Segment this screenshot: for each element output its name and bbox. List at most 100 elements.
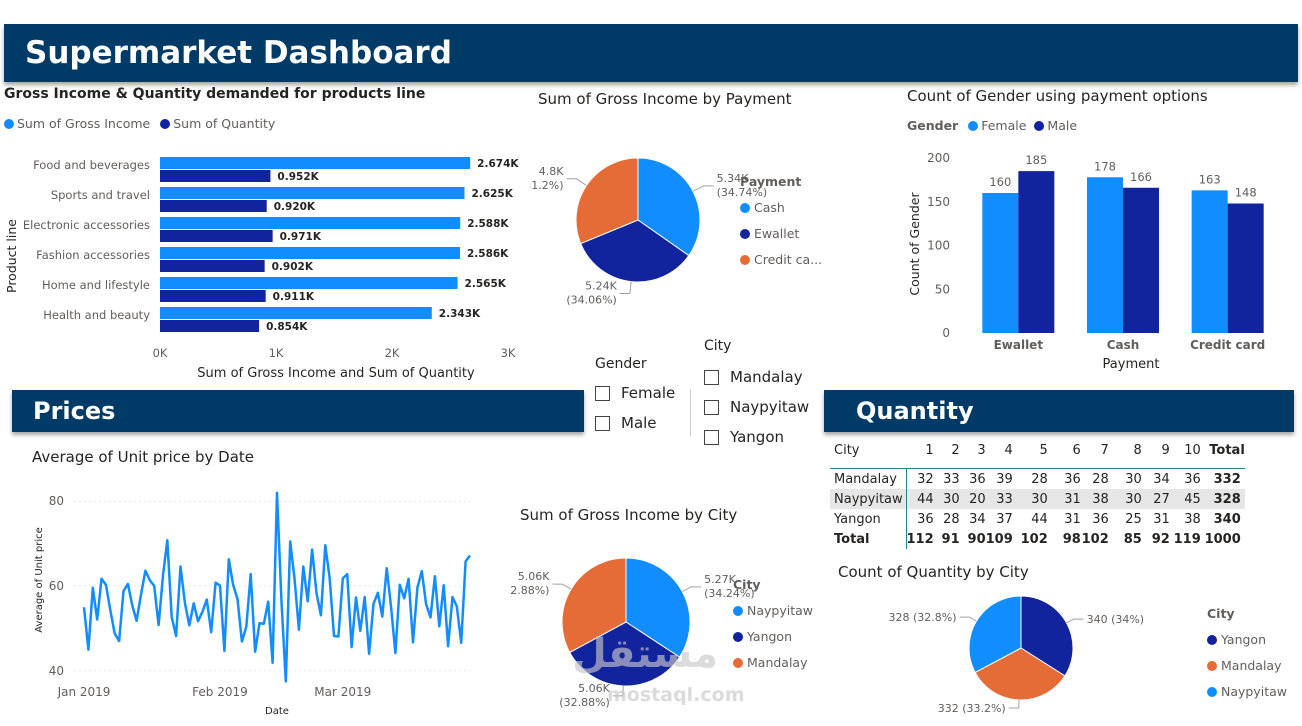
checkbox-mandalay[interactable] (704, 369, 719, 385)
city-quantity-legend-dot (1207, 687, 1217, 697)
line-y-tick: 60 (49, 579, 64, 593)
city-option-naypyitaw[interactable]: Naypyitaw (698, 392, 818, 422)
matrix-header-cell[interactable]: 4 (1004, 442, 1013, 458)
line-y-tick: 80 (49, 494, 64, 508)
matrix-cell: 39 (996, 471, 1013, 487)
bar-chart-legend: Sum of Gross Income Sum of Quantity (4, 116, 275, 131)
gender-x-tick: Ewallet (994, 338, 1044, 352)
city-income-legend-dot (733, 606, 743, 616)
matrix-cell: 340 (1213, 511, 1241, 527)
matrix-cell: 30 (1125, 471, 1142, 487)
city-income-data-pct: (32.88%) (510, 584, 549, 597)
male-bar (1227, 203, 1264, 333)
gross-income-bar (160, 217, 461, 229)
matrix-cell: 38 (1184, 511, 1201, 527)
gender-x-label: Payment (1103, 357, 1160, 372)
payment-leader-line (619, 281, 632, 295)
city-income-data-label: 5.06K (518, 570, 550, 583)
gross-income-data-label: 2.586K (467, 248, 509, 260)
quantity-data-label: 0.854K (266, 321, 308, 333)
city-option-mandalay[interactable]: Mandalay (698, 362, 818, 392)
title-banner: Supermarket Dashboard (4, 24, 1298, 82)
matrix-row-label: Yangon (830, 509, 907, 529)
matrix-cell: 98 (1062, 531, 1081, 547)
matrix-cell: 102 (1081, 531, 1109, 547)
matrix-header-cell[interactable]: 2 (951, 442, 960, 458)
city-income-legend-dot (733, 632, 743, 642)
city-income-data-pct: (32.88%) (559, 696, 610, 709)
gender-y-tick: 200 (927, 151, 950, 165)
gross-income-bar (160, 277, 458, 289)
payment-slice (580, 219, 690, 283)
checkbox-male[interactable] (595, 415, 610, 431)
city-income-leader-line (612, 685, 624, 697)
matrix-cell: 36 (1064, 471, 1081, 487)
matrix-header-cell[interactable]: City (834, 442, 860, 458)
line-chart-title: Average of Unit price by Date (32, 448, 255, 466)
payment-leader-line (692, 185, 714, 192)
gender-y-tick: 100 (927, 239, 950, 253)
matrix-header-cell[interactable]: 8 (1133, 442, 1142, 458)
matrix-cell: 112 (906, 531, 934, 547)
unit-price-line-chart[interactable]: Average of Unit price by Date 40 60 80 Jan … (0, 440, 490, 726)
matrix-cell: 33 (996, 491, 1013, 507)
gross-income-bar (160, 247, 460, 259)
bar-chart-title: Gross Income & Quantity demanded for pro… (4, 86, 426, 102)
payment-pie-chart[interactable]: Sum of Gross Income by Payment 5.34K (34.… (530, 84, 840, 324)
city-income-leader-line (682, 586, 702, 593)
matrix-cell: 28 (943, 511, 960, 527)
products-bar-chart[interactable]: Gross Income & Quantity demanded for pro… (0, 84, 530, 384)
city-income-data-pct: (34.24%) (704, 587, 755, 600)
matrix-cell: 36 (969, 471, 986, 487)
matrix-cell: 34 (1153, 471, 1170, 487)
gender-option-female[interactable]: Female (590, 378, 690, 408)
checkbox-naypyitaw[interactable] (704, 399, 719, 415)
quantity-data-label: 0.911K (273, 291, 315, 303)
gender-column-chart[interactable]: Count of Gender using payment options Ge… (900, 84, 1300, 384)
city-option-yangon[interactable]: Yangon (698, 422, 818, 452)
matrix-cell: 28 (1031, 471, 1048, 487)
gender-legend-title: Gender (907, 118, 959, 133)
gender-y-label: Count of Gender (907, 192, 922, 296)
matrix-header-row: City 1 2 3 4 5 6 7 8 9 10 Total (830, 438, 1245, 469)
matrix-row-label: Mandalay (830, 468, 907, 489)
payment-legend-dot (740, 229, 750, 239)
matrix-header-cell[interactable]: 3 (977, 442, 986, 458)
bar-category-label: Health and beauty (43, 308, 150, 322)
city-quantity-legend-label: Naypyitaw (1221, 684, 1287, 699)
matrix-header-cell[interactable]: 7 (1100, 442, 1109, 458)
line-x-tick: Feb 2019 (192, 685, 248, 699)
gross-income-bar (160, 307, 432, 319)
city-quantity-slice (968, 595, 1022, 674)
city-income-pie-chart[interactable]: Sum of Gross Income by City 5.27K (34.24%… (510, 500, 830, 726)
gender-data-label: 166 (1130, 170, 1152, 184)
matrix-header-cell[interactable]: 5 (1039, 442, 1048, 458)
female-bar (1191, 190, 1228, 333)
gender-data-label: 160 (989, 175, 1011, 189)
gender-option-female-label: Female (621, 384, 676, 402)
quantity-matrix[interactable]: City 1 2 3 4 5 6 7 8 9 10 Total Mandalay 3 2 33 36 39 28 36… (830, 438, 1260, 553)
checkbox-female[interactable] (595, 385, 610, 401)
city-quantity-pie-chart[interactable]: Count of Quantity by City 340 (34%) 332 (… (830, 558, 1300, 726)
city-quantity-data-label: 332 (33.2%) (938, 702, 1006, 715)
checkbox-yangon[interactable] (704, 429, 719, 445)
payment-pie-plot: 5.34K(34.74%) 5.24K(34.06%) 4.8K(31.2%) Pay… (530, 157, 822, 307)
matrix-header-cell[interactable]: 6 (1072, 442, 1081, 458)
quantity-bar (160, 320, 260, 332)
city-quantity-pie-title: Count of Quantity by City (838, 563, 1029, 581)
matrix-header-cell[interactable]: 1 (925, 442, 934, 458)
gender-data-label: 185 (1025, 153, 1047, 167)
quantity-data-label: 0.902K (272, 261, 314, 273)
matrix-cell: 90 (967, 531, 986, 547)
male-bar (1123, 187, 1159, 333)
matrix-header-cell[interactable]: 9 (1161, 442, 1170, 458)
city-option-mandalay-label: Mandalay (730, 368, 803, 386)
city-quantity-data-label: 340 (34%) (1087, 613, 1145, 626)
matrix-cell: 44 (1031, 511, 1048, 527)
matrix-cell: 36 (1184, 471, 1201, 487)
gender-option-male[interactable]: Male (590, 408, 690, 438)
gross-income-data-label: 2.674K (477, 158, 519, 170)
matrix-header-cell[interactable]: 10 (1184, 442, 1201, 458)
matrix-header-cell[interactable]: Total (1209, 442, 1245, 458)
city-income-legend-label: Mandalay (747, 655, 808, 670)
